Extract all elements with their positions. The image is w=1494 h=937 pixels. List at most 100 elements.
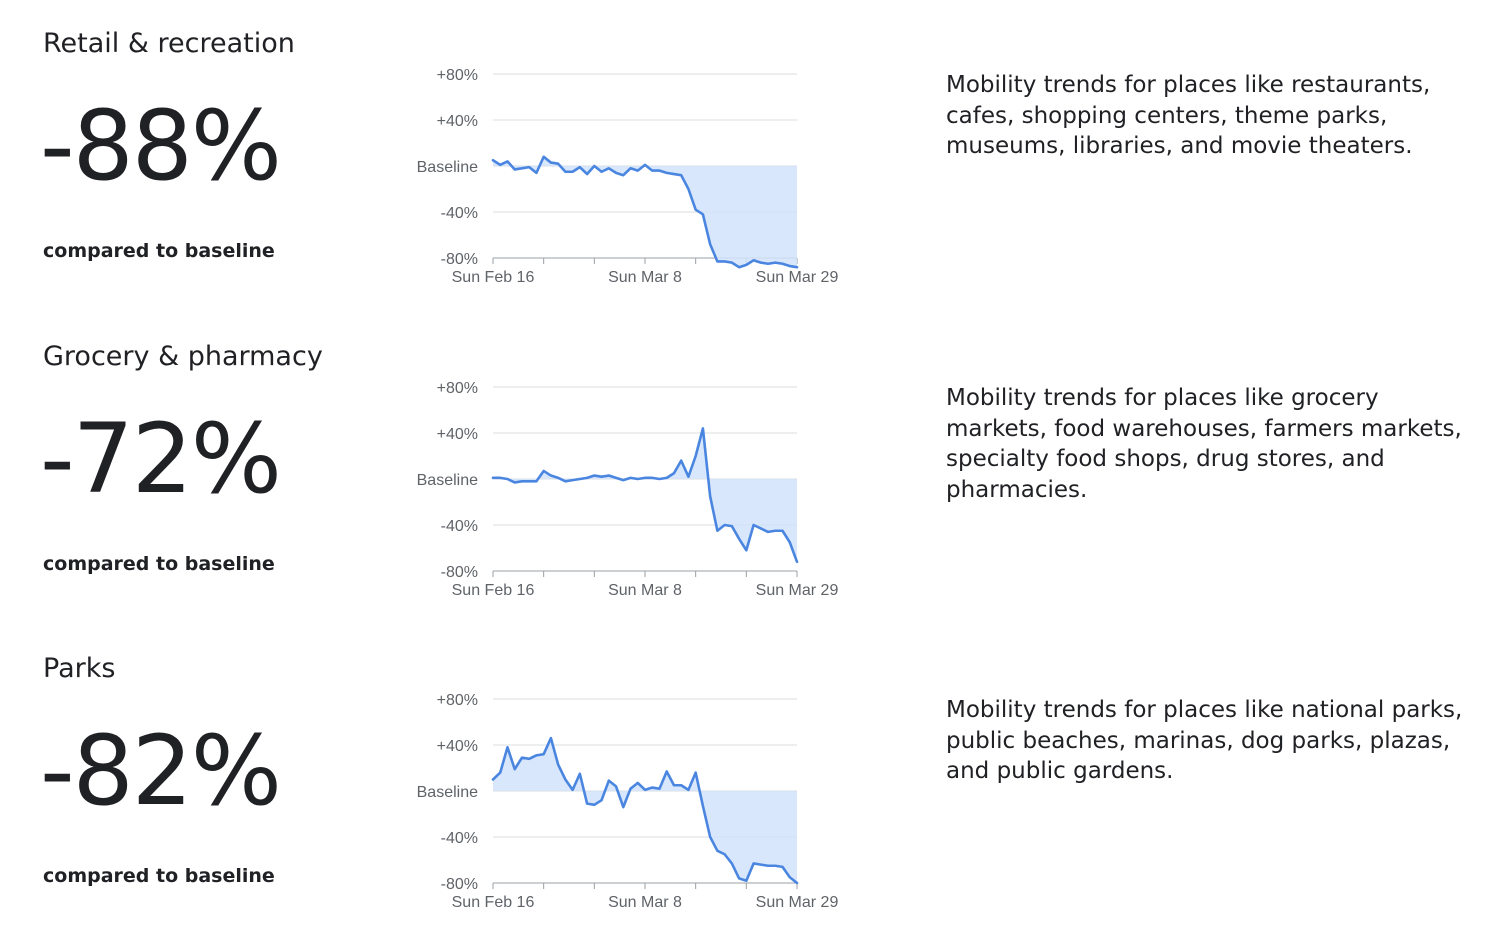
data-point [542,470,544,472]
baseline-deviation-area [493,156,797,268]
data-point [600,476,602,478]
data-point [702,427,704,429]
data-point [622,174,624,176]
data-point [506,160,508,162]
data-point [752,259,754,261]
data-point [796,882,798,884]
data-point [608,474,610,476]
category-description: Mobility trends for places like grocery … [946,385,1462,503]
mobility-line-chart: +80% +40% Baseline -40% -80%Sun Feb 16 Sun Ma… [417,67,839,286]
data-point [723,260,725,262]
data-point [586,173,588,175]
data-point [593,804,595,806]
data-point [687,188,689,190]
data-point [774,865,776,867]
data-point [731,862,733,864]
data-point [506,478,508,480]
data-point [738,877,740,879]
y-tick-label: -80% [441,251,478,268]
data-point [542,156,544,158]
data-point [608,779,610,781]
y-tick-label: +80% [437,380,478,397]
mobility-trend-line [491,427,799,564]
data-point [731,525,733,527]
data-point [658,788,660,790]
data-point [745,880,747,882]
data-point [781,866,783,868]
data-point [564,171,566,173]
data-point [731,261,733,263]
mobility-trend-line [491,155,799,269]
data-point [767,865,769,867]
mobility-trend-line [491,736,799,885]
data-point [796,266,798,268]
data-point [781,263,783,265]
data-point [542,753,544,755]
data-point [528,166,530,168]
data-point [579,773,581,775]
x-tick-label: Sun Mar 8 [608,894,682,911]
data-point [579,478,581,480]
data-point [680,459,682,461]
data-point [767,531,769,533]
category-description: Mobility trends for places like national… [946,697,1463,784]
percent-change-value: -88% [40,90,282,202]
y-tick-label: Baseline [417,784,478,801]
data-point [514,768,516,770]
data-point [745,264,747,266]
data-point [586,477,588,479]
data-point [557,763,559,765]
y-tick-label: -40% [441,518,478,535]
data-point [564,778,566,780]
data-point [767,263,769,265]
data-point [644,164,646,166]
data-point [629,167,631,169]
data-point [557,477,559,479]
data-point [666,172,668,174]
y-tick-label: +80% [437,67,478,84]
data-point [752,524,754,526]
data-point [564,480,566,482]
data-point [506,746,508,748]
data-point [716,850,718,852]
data-point [579,166,581,168]
data-point [528,480,530,482]
data-point [629,477,631,479]
data-point [637,478,639,480]
mobility-line-chart: +80% +40% Baseline -40% -80%Sun Feb 16 Sun Ma… [417,380,839,599]
data-point [608,167,610,169]
data-point [673,784,675,786]
data-point [774,261,776,263]
data-point [658,169,660,171]
x-tick-label: Sun Mar 29 [756,582,839,599]
data-point [535,754,537,756]
data-point [651,477,653,479]
data-point [694,771,696,773]
data-point [738,538,740,540]
data-point [687,476,689,478]
data-point [702,805,704,807]
data-point [687,789,689,791]
data-point [615,785,617,787]
data-point [709,495,711,497]
y-tick-label: -80% [441,876,478,893]
data-point [666,770,668,772]
data-point [637,782,639,784]
data-point [796,561,798,563]
data-point [571,789,573,791]
category-description: Mobility trends for places like restaura… [946,72,1431,159]
x-tick-label: Sun Mar 29 [756,894,839,911]
data-point [600,799,602,801]
x-tick-label: Sun Mar 29 [756,269,839,286]
data-point [528,758,530,760]
y-tick-label: -40% [441,205,478,222]
data-point [499,477,501,479]
data-point [774,530,776,532]
data-point [593,474,595,476]
data-point [550,474,552,476]
data-point [673,472,675,474]
y-tick-label: Baseline [417,159,478,176]
data-point [492,159,494,161]
y-tick-label: +80% [437,692,478,709]
y-tick-label: Baseline [417,472,478,489]
